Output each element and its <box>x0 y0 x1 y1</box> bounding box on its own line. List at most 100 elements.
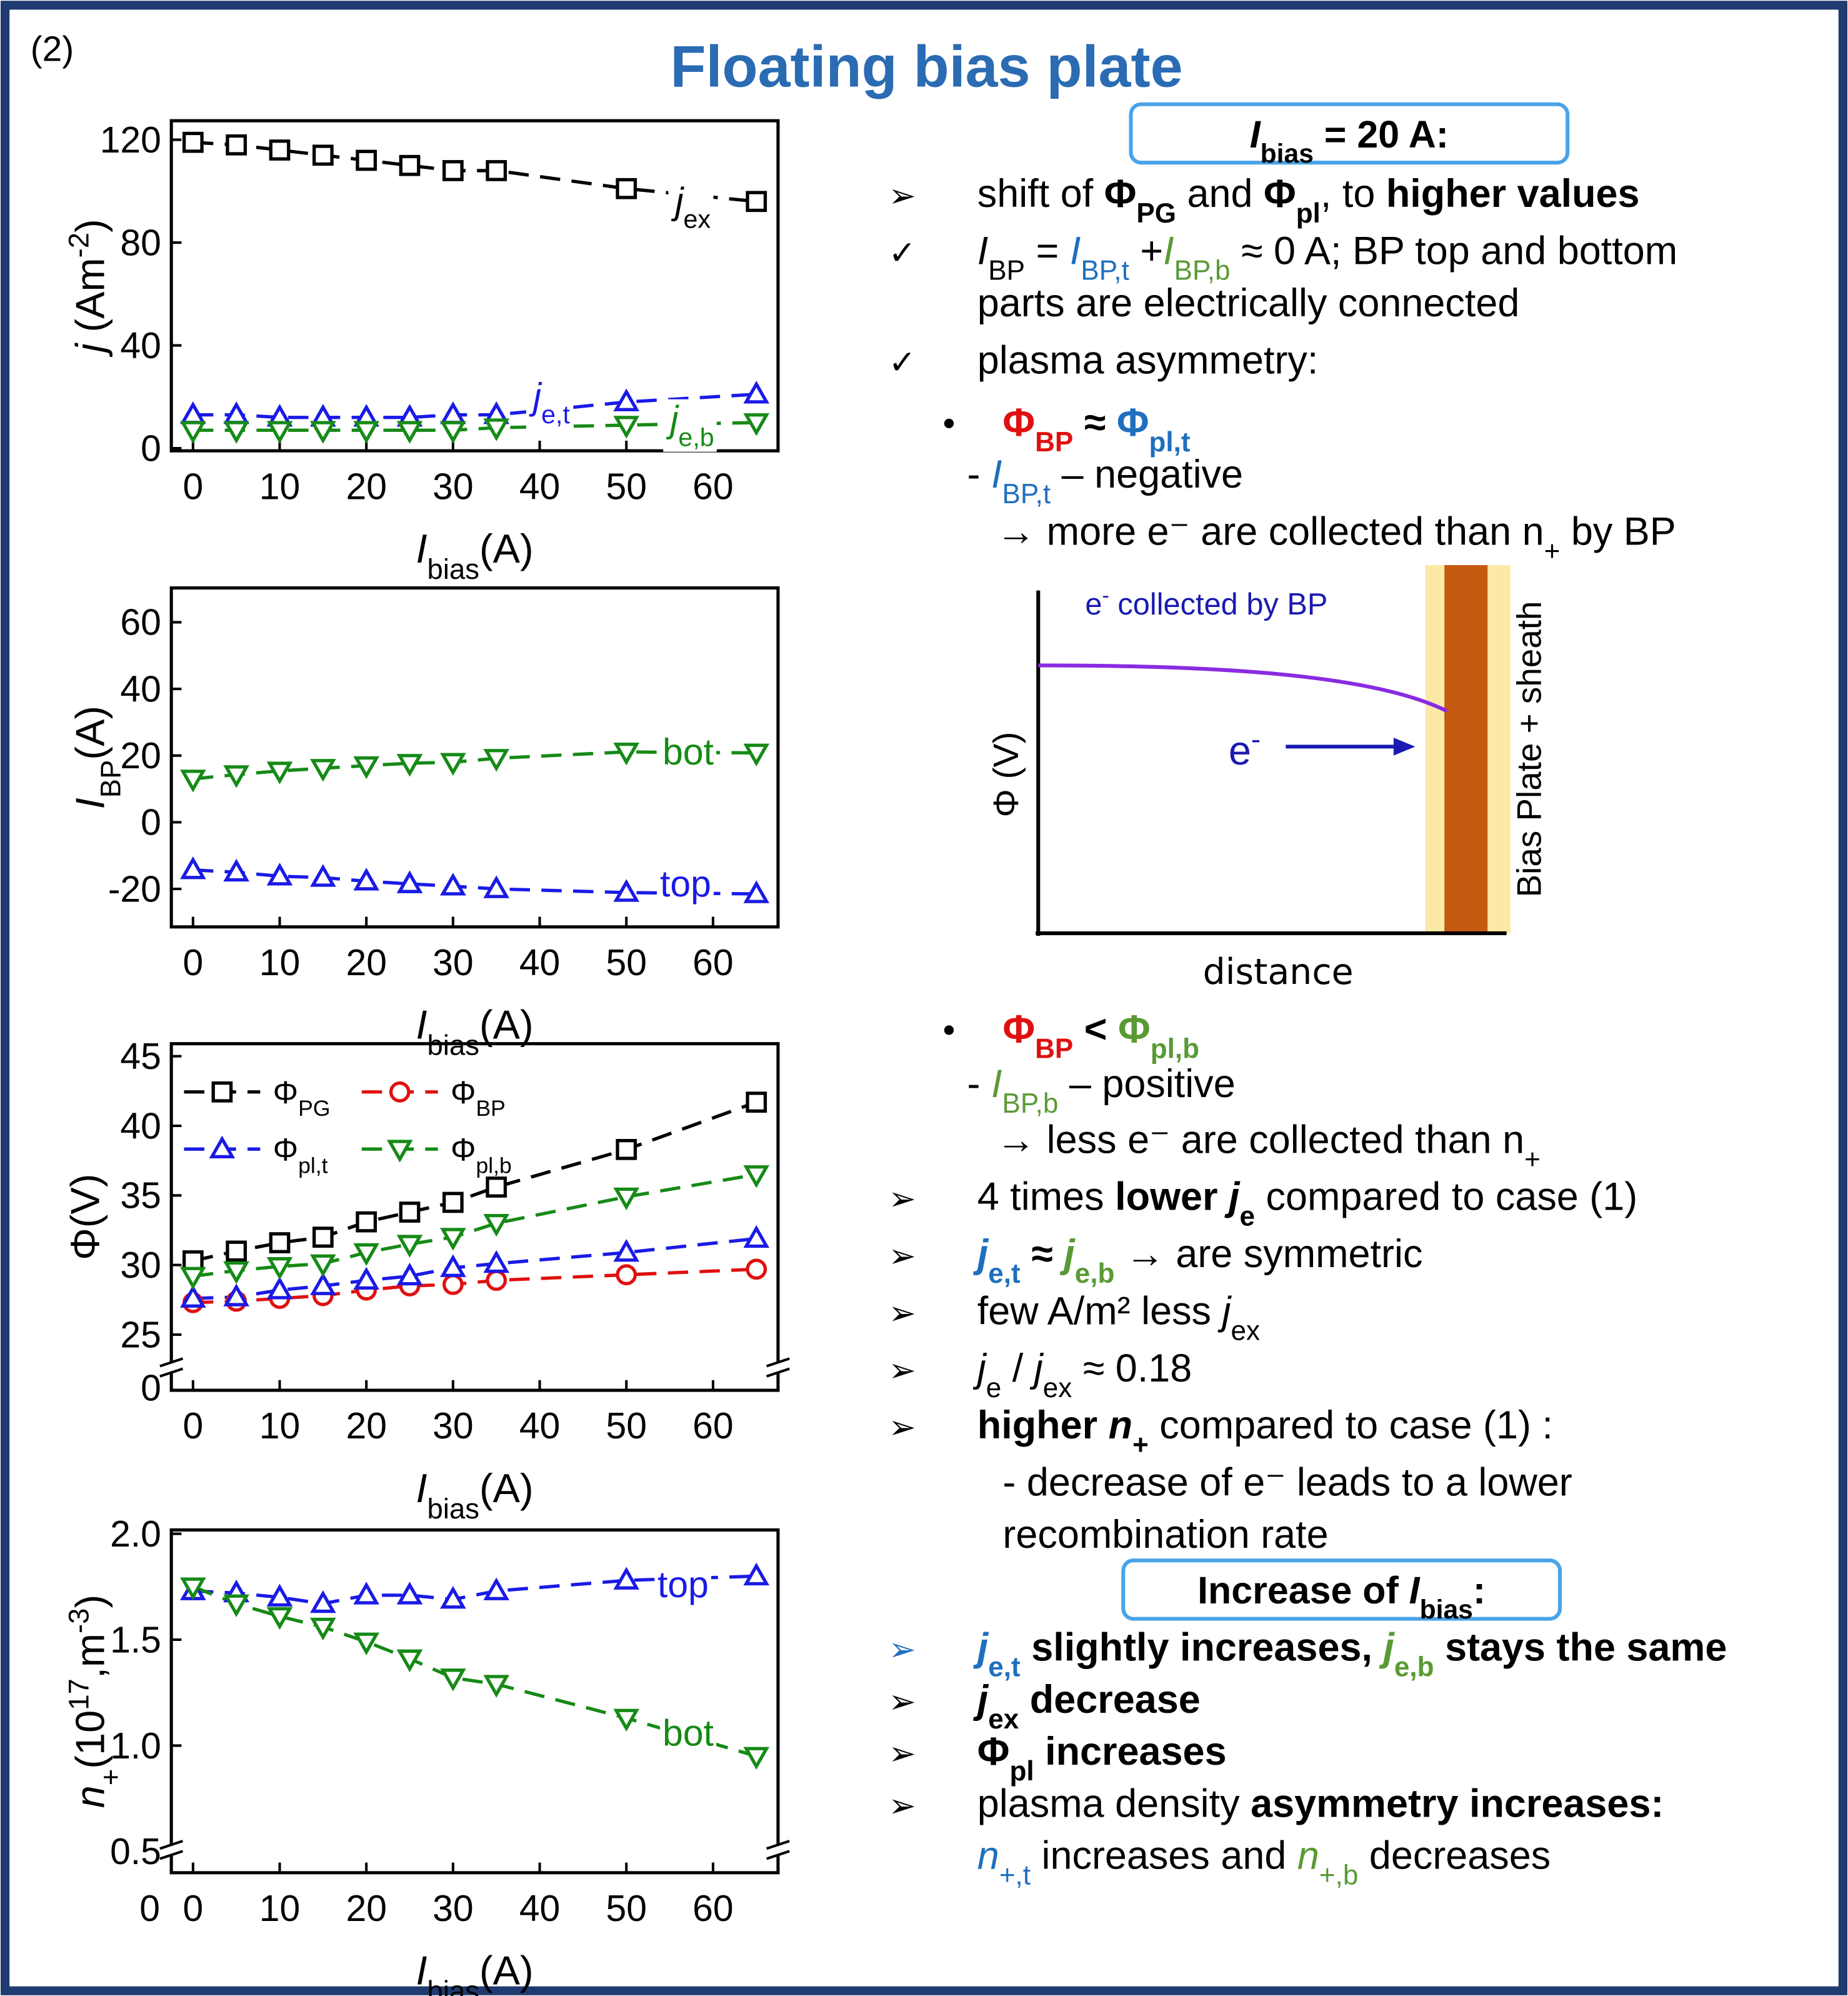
text-run: ) <box>67 1595 113 1608</box>
marker <box>312 1226 334 1248</box>
text-run: +,b <box>1319 1860 1358 1890</box>
marker <box>396 421 423 444</box>
text-run: + <box>1544 536 1561 566</box>
text-run: I <box>416 1948 427 1993</box>
text-run: I <box>416 526 427 571</box>
text-run: (Am <box>67 258 113 343</box>
text-run: = 20 A: <box>1314 113 1449 156</box>
text-run: PG <box>298 1096 330 1121</box>
text-run: BP,t <box>1081 255 1129 286</box>
text-run: bias <box>427 553 479 584</box>
text-run: ≈ <box>1021 1232 1064 1276</box>
text-run: ex <box>1043 1372 1072 1403</box>
series-label: je,t <box>529 376 570 429</box>
x-tick-label: 40 <box>519 1888 561 1929</box>
marker <box>743 1225 770 1248</box>
bullet: ➢ <box>889 1294 916 1332</box>
text-line: few A/m² less jex <box>977 1289 1260 1346</box>
highlight-box <box>1121 1558 1562 1621</box>
marker <box>266 1276 293 1300</box>
marker <box>223 1261 249 1285</box>
text-run: , to <box>1321 172 1386 216</box>
arrow-head <box>1393 738 1416 756</box>
marker <box>310 1254 336 1277</box>
series-line <box>192 1236 757 1300</box>
text-run: (A) <box>479 526 534 571</box>
text-run: (10 <box>67 1710 113 1769</box>
marker <box>209 1135 236 1159</box>
marker <box>616 1264 637 1286</box>
legend-label: ΦBP <box>451 1075 506 1121</box>
y-tick-label: 1.5 <box>110 1620 161 1660</box>
marker <box>266 1607 293 1630</box>
marker <box>223 765 249 788</box>
marker <box>440 1668 466 1692</box>
text-run: increases and <box>1031 1834 1297 1878</box>
text-run: -2 <box>62 233 94 258</box>
marker <box>399 1201 421 1223</box>
y-tick-label: 120 <box>100 120 161 161</box>
text-run: - <box>1251 723 1261 755</box>
marker <box>266 1257 293 1280</box>
text-run: e <box>1229 728 1251 773</box>
text-run: ) <box>67 219 113 233</box>
text-run: n <box>1109 1403 1132 1447</box>
marker <box>266 761 293 785</box>
x-tick-label: 40 <box>519 1406 561 1447</box>
bullet: ➢ <box>889 1352 916 1390</box>
axis-break <box>766 1850 790 1860</box>
text-run: Φ <box>1264 172 1296 216</box>
x-tick-label: 60 <box>692 466 734 507</box>
text-run: bot <box>662 732 714 773</box>
marker <box>483 875 510 898</box>
marker <box>486 160 507 181</box>
marker <box>266 421 293 444</box>
text-run: plasma density <box>977 1782 1251 1825</box>
marker <box>310 864 336 887</box>
marker <box>223 1283 249 1306</box>
text-run: I <box>1070 229 1081 273</box>
text-run: pl,b <box>476 1153 511 1178</box>
text-line: → more e⁻ are collected than n+ by BP <box>996 509 1676 566</box>
series-line <box>192 1574 757 1606</box>
y-break-label: 0 <box>141 1368 161 1408</box>
marker <box>440 1254 466 1277</box>
text-run: Φ <box>273 1075 299 1110</box>
text-run: slightly increases, <box>1021 1626 1384 1670</box>
marker <box>353 756 380 780</box>
text-run: - <box>967 453 991 496</box>
marker <box>483 1214 510 1237</box>
marker <box>440 1228 466 1251</box>
x-tick-label: 60 <box>692 1406 734 1447</box>
text-run: (A) <box>479 1001 534 1047</box>
text-line: - IBP,b – positive <box>967 1062 1236 1119</box>
legend-label: ΦPG <box>273 1075 331 1121</box>
text-line: - IBP,t – negative <box>967 453 1243 509</box>
marker <box>613 1239 640 1262</box>
marker <box>743 413 770 436</box>
text-run: I <box>416 1465 427 1511</box>
x-tick-label: 10 <box>259 466 300 507</box>
text-run: +,t <box>999 1860 1031 1890</box>
marker <box>353 868 380 891</box>
marker <box>616 178 637 199</box>
x-tick-label: 60 <box>692 1888 734 1929</box>
axis-break <box>159 1840 184 1850</box>
y-axis-title: Φ(V) <box>62 1174 107 1260</box>
axis-break <box>766 1840 790 1850</box>
text-run: Φ <box>451 1131 476 1167</box>
text-run: pl <box>1009 1756 1034 1787</box>
text-run: + <box>1129 229 1163 273</box>
series-line <box>192 1585 757 1758</box>
marker <box>356 149 377 171</box>
marker <box>440 421 466 444</box>
marker <box>613 879 640 902</box>
marker <box>396 754 423 777</box>
text-run: by BP <box>1560 509 1676 553</box>
text-line: n+,t increases and n+,b decreases <box>977 1834 1551 1891</box>
marker <box>180 770 206 793</box>
text-run: → less e⁻ are collected than n <box>996 1118 1524 1161</box>
marker <box>613 743 640 766</box>
series-line <box>192 141 757 203</box>
x-tick-label: 30 <box>432 1888 474 1929</box>
